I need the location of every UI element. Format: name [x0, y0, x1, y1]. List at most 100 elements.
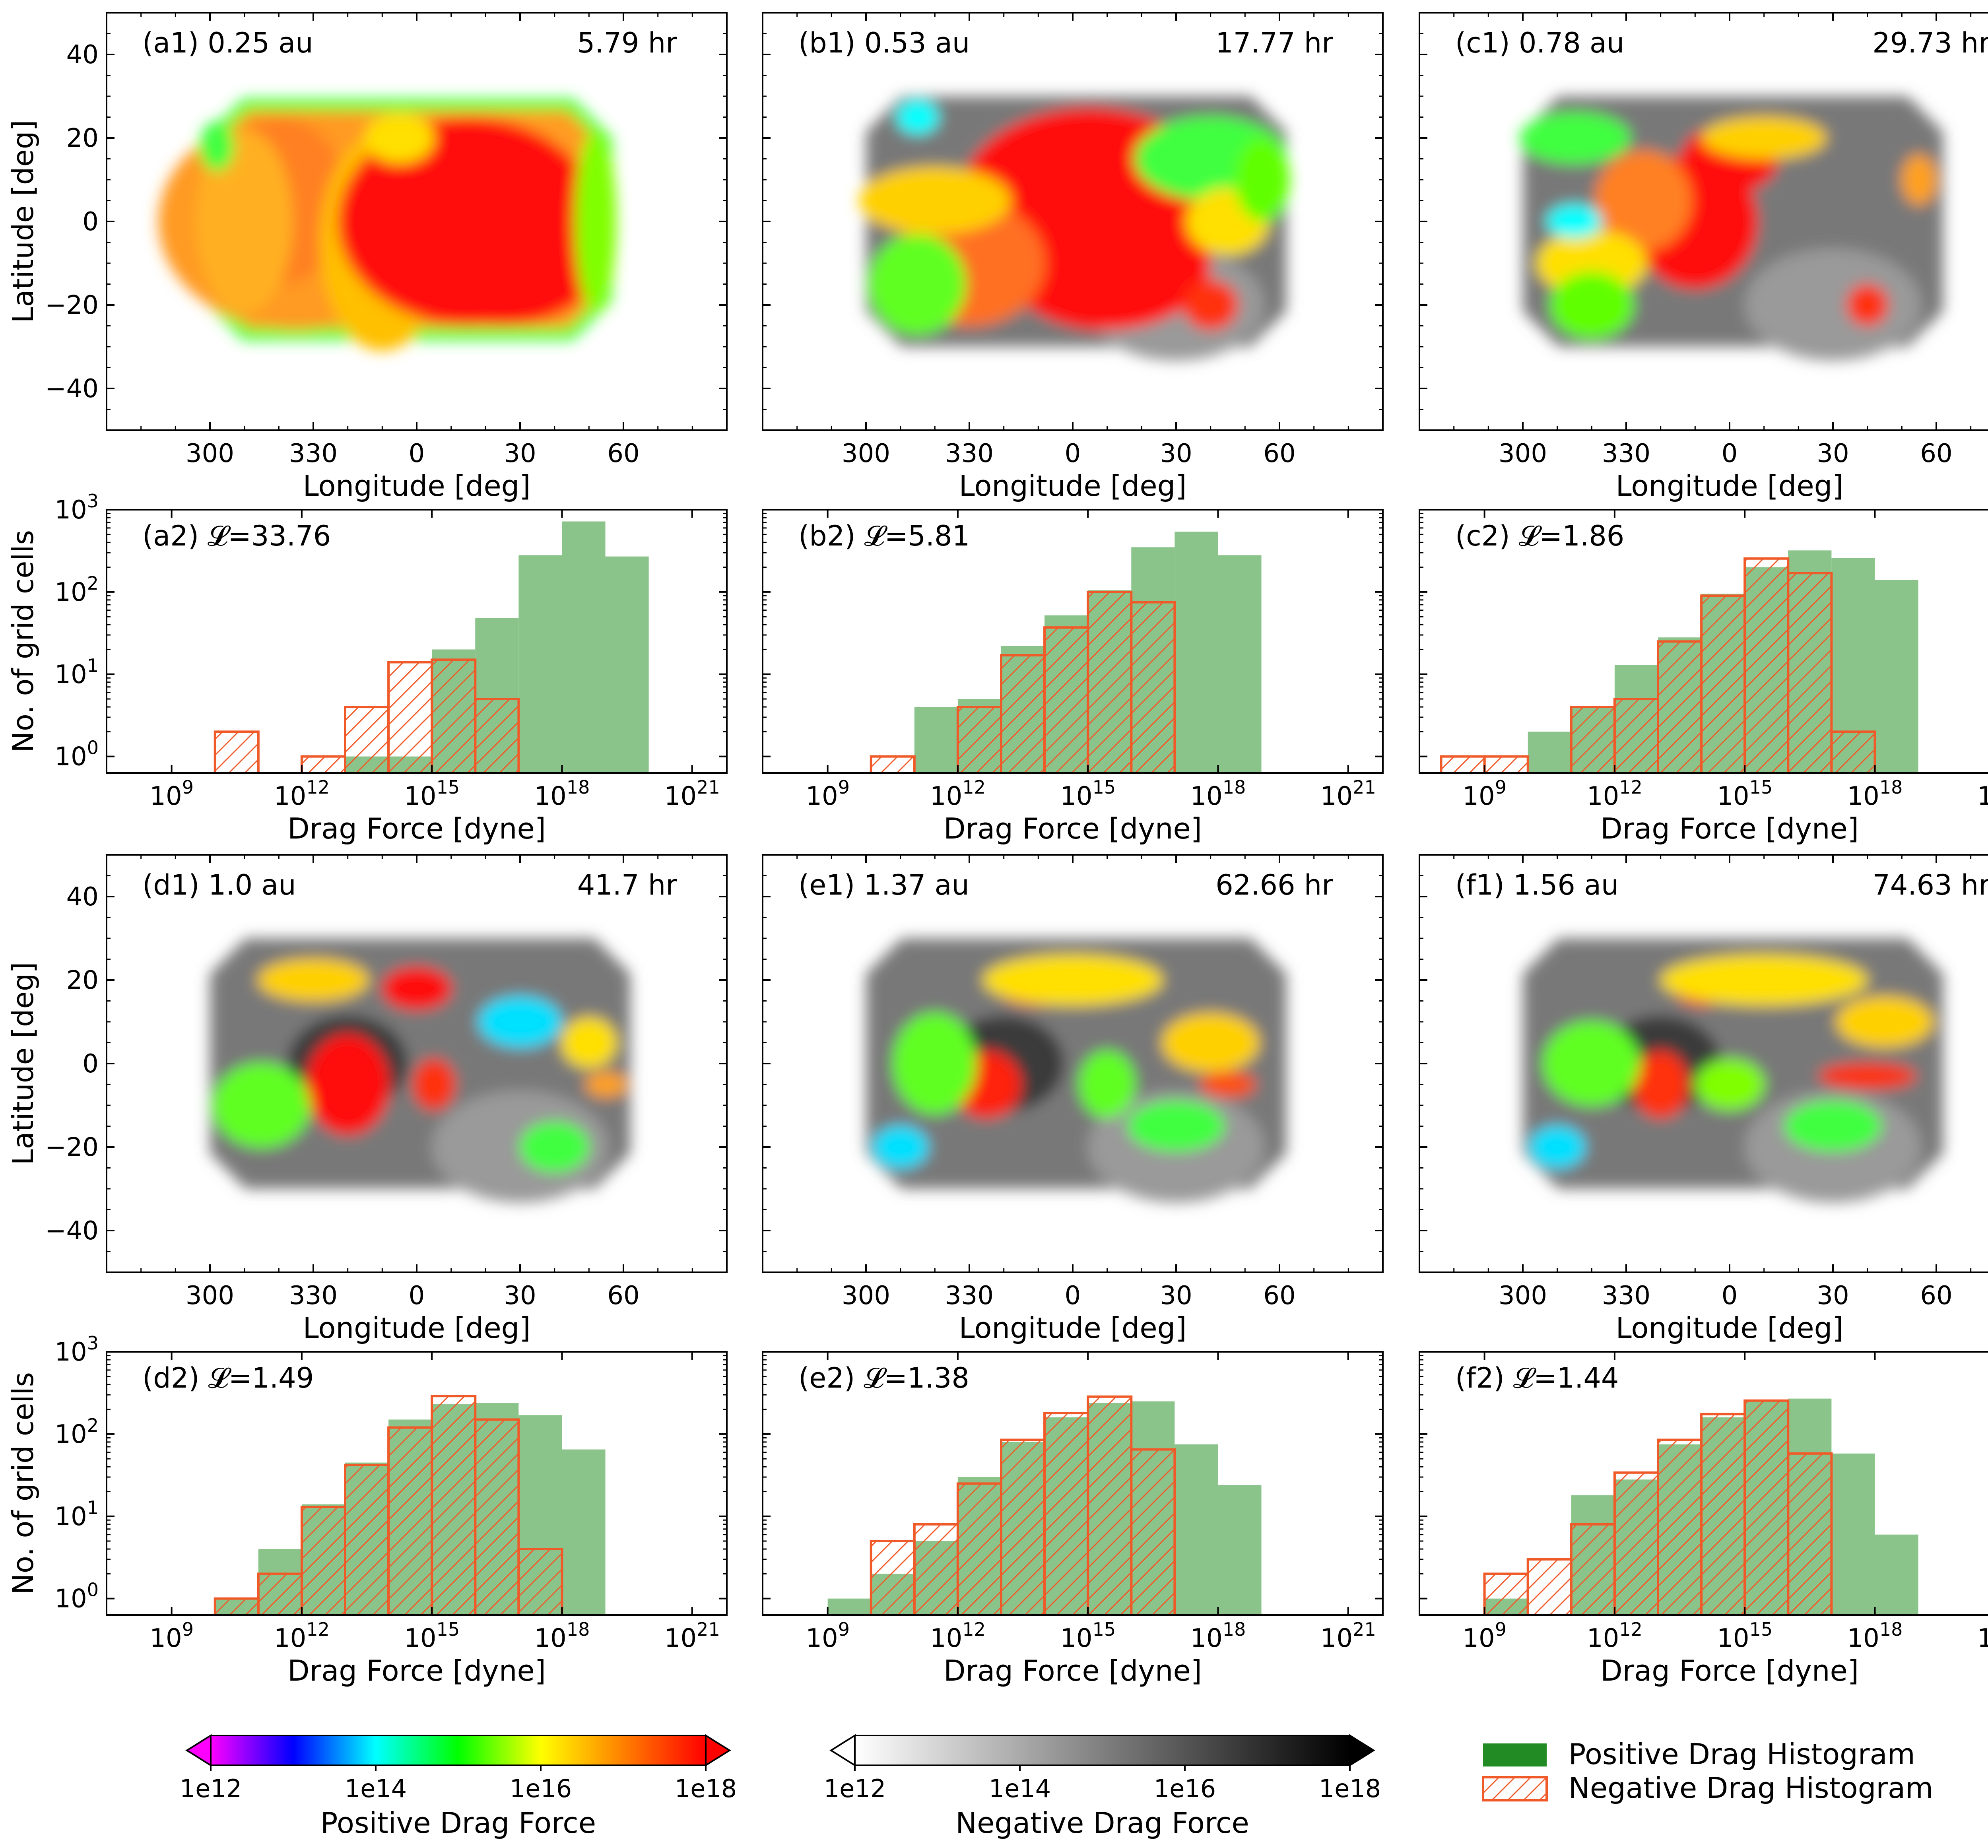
- time-label: 17.77 hr: [1215, 27, 1333, 59]
- x-tick-label: 30: [1160, 1281, 1192, 1310]
- x-tick-label: 1021: [664, 1619, 720, 1653]
- panel-label: (b1) 0.53 au: [798, 27, 970, 59]
- negative-bar: [1130, 601, 1176, 774]
- colorbar-tick-label: 1e16: [510, 1774, 572, 1803]
- x-tick-label: 1012: [274, 1619, 330, 1653]
- positive-bar: [605, 556, 649, 773]
- positive-bar: [1175, 532, 1218, 773]
- histogram-frame: [762, 1351, 1384, 1616]
- histogram-panel-c2: 109 1012 1015 1018 1021 (c2) 𝓛=1.86 Drag Force…: [1419, 509, 1988, 845]
- legend-positive-label: Positive Drag Histogram: [1569, 1737, 1915, 1771]
- negative-bar: [214, 730, 260, 774]
- panel-label: (f1) 1.56 au: [1455, 869, 1619, 901]
- x-tick-label: 60: [1920, 439, 1952, 468]
- y-tick-label: −20: [45, 1133, 99, 1162]
- x-tick-label: 30: [1160, 439, 1192, 468]
- negative-bar: [1657, 640, 1703, 774]
- positive-drag-area: [479, 997, 561, 1047]
- x-tick-label: 300: [842, 439, 890, 468]
- histogram-frame: [106, 1351, 728, 1616]
- negative-bar: [474, 698, 520, 775]
- x-tick-label: 0: [409, 439, 425, 468]
- panel-label: (f2) 𝓛=1.44: [1455, 1362, 1619, 1394]
- x-tick-label: 60: [1263, 439, 1295, 468]
- negative-bar: [1787, 1452, 1833, 1617]
- x-axis-label: Drag Force [dyne]: [944, 812, 1202, 845]
- x-tick-label: 60: [1263, 1281, 1295, 1310]
- negative-bar: [1440, 755, 1486, 774]
- positive-bar: [1875, 1534, 1918, 1615]
- x-tick-label: 1018: [1847, 1619, 1903, 1653]
- heatmap-panel-f1: 300 330 0 30 60 (f1) 1.56 au 74.63 hr Longitude…: [1419, 854, 1988, 1345]
- colorbar-tick-label: 1e16: [1154, 1774, 1216, 1803]
- x-tick-label: 30: [1817, 439, 1849, 468]
- x-tick-label: 1021: [1977, 1619, 1988, 1653]
- x-tick-label: 300: [186, 1281, 234, 1310]
- heatmap-field: [210, 938, 631, 1203]
- x-tick-label: 1015: [1060, 1619, 1116, 1653]
- x-tick-label: 0: [1065, 439, 1081, 468]
- x-tick-label: 300: [186, 439, 234, 468]
- positive-bar: [827, 1598, 871, 1615]
- heatmap-panel-d1: 300 330 0 30 60 40 20 0 −20 −40 (d1) 1.0 au 41.7 hr…: [6, 854, 728, 1345]
- negative-bar: [956, 1482, 1003, 1617]
- negative-bar: [1043, 626, 1089, 774]
- negative-bar: [1570, 1523, 1616, 1617]
- x-tick-label: 60: [607, 439, 639, 468]
- panel-label: (b2) 𝓛=5.81: [798, 520, 970, 552]
- positive-drag-area: [406, 200, 600, 326]
- y-tick-label: 103: [54, 490, 99, 525]
- negative-bar: [913, 1523, 959, 1617]
- colorbar-tick-label: 1e14: [989, 1774, 1051, 1803]
- negative-bar: [1000, 654, 1046, 775]
- panel-label: (d2) 𝓛=1.49: [142, 1362, 314, 1394]
- positive-drag-area: [520, 1122, 589, 1172]
- positive-drag-area: [1547, 205, 1602, 238]
- x-tick-label: 1015: [1717, 776, 1773, 811]
- x-tick-label: 109: [1462, 776, 1507, 811]
- positive-drag-area: [413, 1059, 455, 1110]
- heatmap-panel-b1: 300 330 0 30 60 (b1) 0.53 au 17.77 hr Longitude…: [762, 12, 1384, 503]
- legend-negative-label: Negative Drag Histogram: [1569, 1771, 1933, 1805]
- y-tick-label: 20: [66, 966, 99, 995]
- positive-drag-area: [213, 1064, 310, 1147]
- panel-label: (c1) 0.78 au: [1455, 27, 1624, 59]
- negative-bar: [1657, 1438, 1703, 1617]
- x-tick-label: 330: [289, 439, 338, 468]
- y-axis-label: Latitude [deg]: [6, 962, 40, 1165]
- y-tick-label: 100: [54, 737, 99, 772]
- positive-drag-area: [859, 167, 1011, 234]
- negative-bar: [1787, 572, 1833, 775]
- positive-bar: [1218, 1485, 1262, 1615]
- negative-bar: [1743, 1399, 1790, 1616]
- positive-bar: [562, 1449, 606, 1615]
- x-tick-label: 30: [504, 1281, 536, 1310]
- positive-drag-area: [1595, 150, 1692, 251]
- positive-drag-area: [1902, 155, 1936, 205]
- positive-drag-area: [1530, 1126, 1585, 1168]
- panel-label: (a1) 0.25 au: [142, 27, 313, 59]
- y-tick-label: 100: [54, 1579, 99, 1614]
- x-axis-label: Drag Force [dyne]: [287, 812, 546, 845]
- x-tick-label: 0: [1722, 439, 1738, 468]
- positive-bar: [914, 707, 958, 773]
- x-tick-label: 1015: [404, 776, 460, 811]
- heatmap-field: [1523, 938, 1943, 1203]
- y-tick-label: 0: [82, 1049, 99, 1079]
- negative-bar: [387, 661, 433, 774]
- negative-bar: [517, 1548, 563, 1616]
- positive-drag-area: [1695, 1059, 1764, 1110]
- positive-drag-area: [365, 113, 434, 163]
- negative-bar: [344, 706, 390, 775]
- positive-drag-area: [561, 1017, 617, 1068]
- negative-bar: [300, 755, 347, 774]
- positive-bar: [562, 521, 606, 773]
- negative-bar: [1743, 557, 1790, 774]
- heatmap-panel-e1: 300 330 0 30 60 (e1) 1.37 au 62.66 hr Longitude…: [762, 854, 1384, 1345]
- x-tick-label: 1012: [1587, 776, 1642, 811]
- histogram-panel-f2: 109 1012 1015 1018 1021 (f2) 𝓛=1.44 Drag Force…: [1419, 1351, 1988, 1687]
- x-tick-label: 300: [1499, 1281, 1547, 1310]
- positive-drag-area: [1079, 1051, 1135, 1118]
- x-tick-label: 1021: [1977, 776, 1988, 811]
- time-label: 5.79 hr: [577, 27, 677, 59]
